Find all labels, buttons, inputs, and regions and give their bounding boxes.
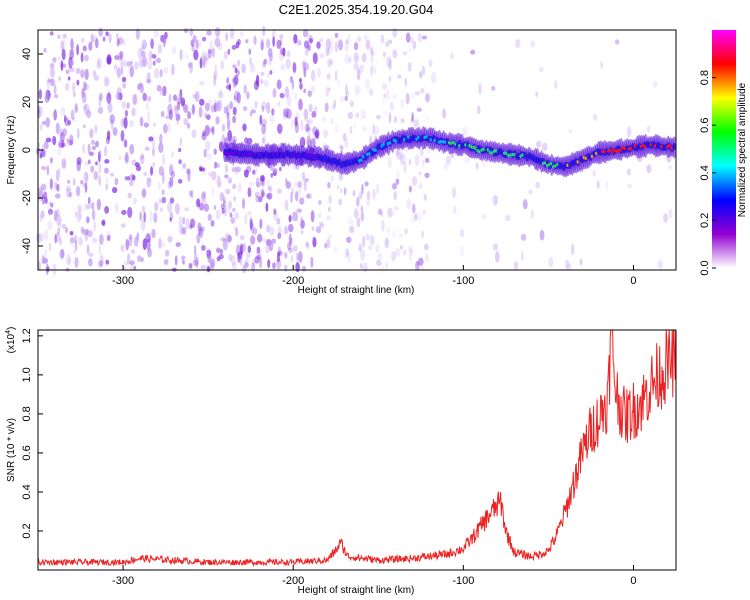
colorbar-gradient <box>712 30 736 268</box>
spectrogram-x-tick-label: -300 <box>112 275 134 287</box>
spectrogram-heatmap <box>36 26 677 276</box>
snr-x-tick-label: -100 <box>452 575 474 587</box>
chart-title: C2E1.2025.354.19.20.G04 <box>279 2 434 17</box>
spectrogram-y-tick-label: 40 <box>21 48 33 60</box>
spectrogram-x-tick-label: -100 <box>452 275 474 287</box>
snr-y-tick-label: 0.4 <box>21 484 33 499</box>
colorbar-tick-label: 0.6 <box>699 118 711 133</box>
colorbar: 0.0 0.2 0.4 0.6 0.8 Normalized spectral ampl… <box>699 30 748 276</box>
colorbar-tick-label: 0.4 <box>699 165 711 180</box>
spectrogram-x-tick-label: 0 <box>630 275 636 287</box>
snr-scale-label: (x104) <box>5 327 17 354</box>
snr-panel: -300 -200 -100 0 0.20.40.60.81.01.2 Height … <box>5 327 676 596</box>
snr-series-line <box>38 330 676 565</box>
colorbar-label: Normalized spectral amplitude <box>737 82 748 217</box>
spectrogram-y-axis-label: Frequency (Hz) <box>6 116 17 185</box>
snr-y-tick-label: 0.6 <box>21 445 33 460</box>
snr-y-axis-label: SNR (10 * v/v) <box>6 418 17 482</box>
spectrogram-x-axis-label: Height of straight line (km) <box>298 285 415 296</box>
snr-x-ticks: -300 -200 -100 0 <box>112 565 636 587</box>
snr-y-tick-label: 0.8 <box>21 406 33 421</box>
snr-x-tick-label: 0 <box>630 575 636 587</box>
colorbar-tick-label: 0.8 <box>699 70 711 85</box>
colorbar-tick-label: 0.2 <box>699 213 711 228</box>
spectrogram-y-tick-label: 0 <box>21 147 33 153</box>
snr-y-tick-label: 1.0 <box>21 367 33 382</box>
spectrogram-y-tick-label: -40 <box>21 238 33 254</box>
spectrogram-y-tick-label: 20 <box>21 96 33 108</box>
snr-x-tick-label: -300 <box>112 575 134 587</box>
snr-y-tick-label: 1.2 <box>21 328 33 343</box>
spectrogram-y-tick-label: -20 <box>21 190 33 206</box>
snr-y-ticks: 0.2 0.4 0.6 0.8 1.0 1.2 <box>21 328 43 538</box>
snr-x-axis-label: Height of straight line (km) <box>298 585 415 596</box>
colorbar-tick-label: 0.0 <box>699 260 711 275</box>
snr-y-tick-label: 0.2 <box>21 523 33 538</box>
